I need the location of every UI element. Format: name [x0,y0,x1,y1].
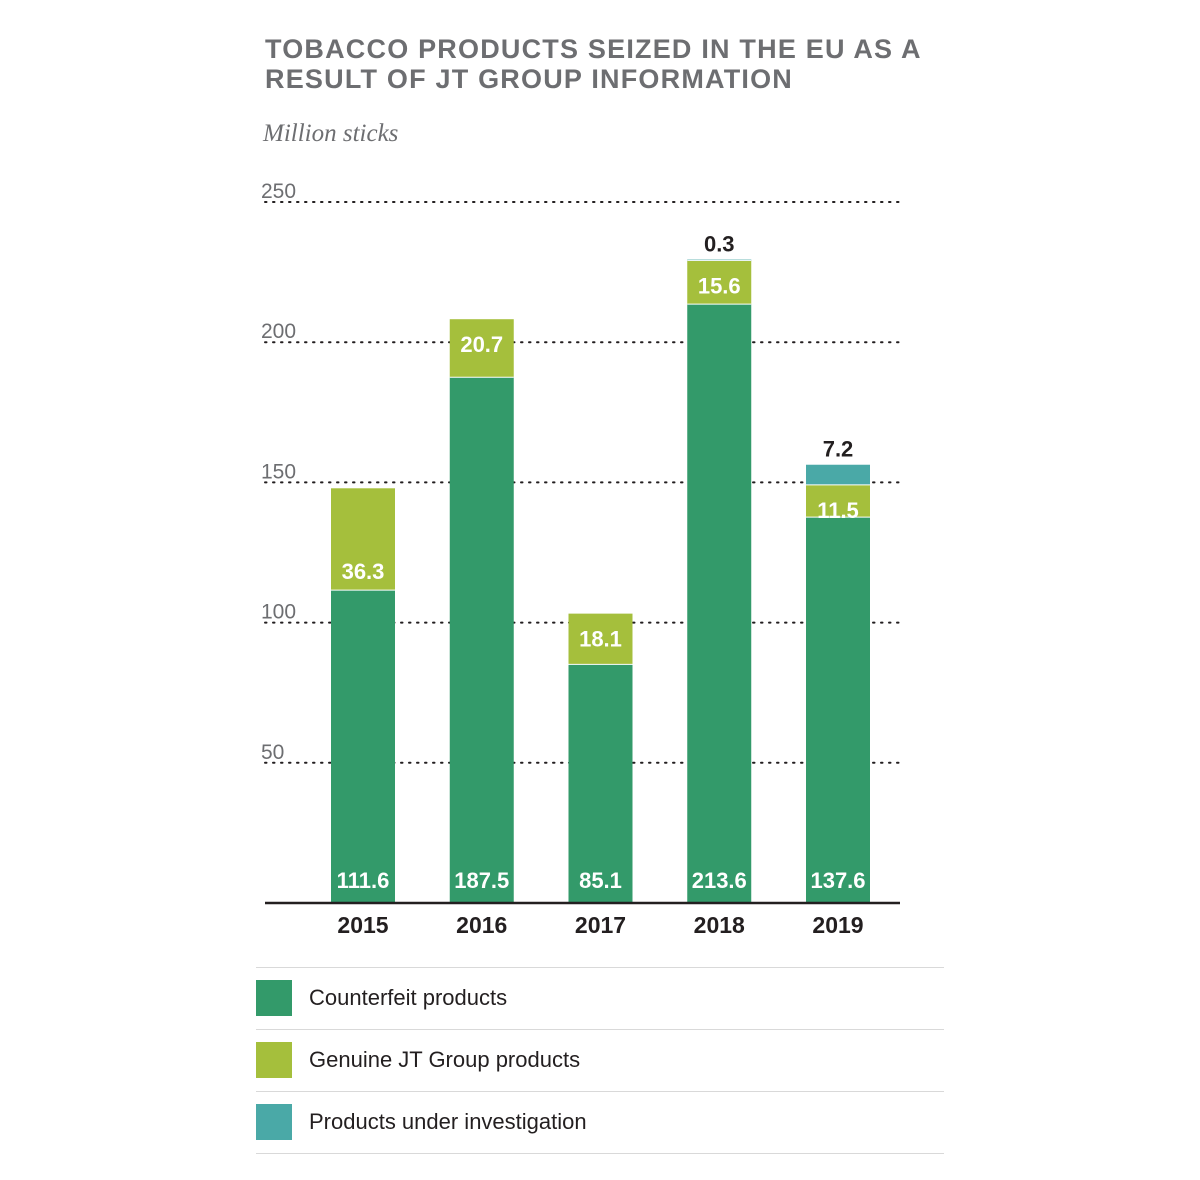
data-label-genuine-2019: 11.5 [817,498,859,523]
bars [331,259,870,903]
legend-item-genuine: Genuine JT Group products [256,1030,944,1092]
data-label-investigation-2018: 0.3 [704,231,735,256]
x-axis: 2015 2016 2017 2018 2019 [265,901,900,938]
legend-label-investigation: Products under investigation [309,1109,587,1134]
legend: Counterfeit products Genuine JT Group pr… [256,967,944,1154]
legend-swatch-investigation [256,1104,292,1140]
legend-swatch-counterfeit [256,980,292,1016]
data-label-genuine-2016: 20.7 [460,332,503,357]
bar-counterfeit-2016 [449,377,514,903]
bar-counterfeit-2017 [568,664,633,903]
y-axis-unit-label: Million sticks [263,120,399,147]
legend-item-investigation: Products under investigation [256,1092,944,1154]
y-tick-label-250: 250 [261,180,296,203]
legend-item-counterfeit: Counterfeit products [256,968,944,1030]
bar-genuine-2017 [568,613,633,665]
bar-genuine-2015 [331,488,395,591]
data-label-genuine-2018: 15.6 [698,273,741,298]
bar-genuine-2018 [687,260,752,305]
y-tick-label-150: 150 [261,460,296,483]
gridlines: 50 100 150 200 250 [261,180,901,764]
data-label-counterfeit-2017: 85.1 [579,868,622,893]
x-tick-label-2019: 2019 [812,912,863,938]
legend-label-genuine: Genuine JT Group products [309,1047,581,1072]
legend-label-counterfeit: Counterfeit products [309,985,508,1010]
x-tick-label-2018: 2018 [694,912,745,938]
x-tick-label-2017: 2017 [575,912,626,938]
x-tick-label-2015: 2015 [337,912,388,938]
data-label-genuine-2015: 36.3 [342,559,385,584]
bar-genuine-2019 [806,484,870,518]
data-label-counterfeit-2015: 111.6 [337,868,390,893]
stacked-bar-chart: 50 100 150 200 250 111.6 36.3 187.5 20.7 85.1 18.… [261,180,901,938]
data-label-counterfeit-2019: 137.6 [810,868,865,893]
bar-genuine-2016 [449,319,514,378]
data-label-genuine-2017: 18.1 [579,627,622,652]
data-label-investigation-2019: 7.2 [823,437,854,462]
y-tick-label-50: 50 [261,741,284,764]
y-tick-label-100: 100 [261,601,296,624]
legend-top-divider [256,967,944,968]
data-label-counterfeit-2018: 213.6 [692,868,747,893]
bar-counterfeit-2019 [806,517,870,903]
x-tick-label-2016: 2016 [456,912,507,938]
bar-counterfeit-2015 [331,590,395,903]
y-tick-label-200: 200 [261,320,296,343]
data-labels: 111.6 36.3 187.5 20.7 85.1 18.1 213.6 15.6 0.3 13… [337,231,866,893]
legend-swatch-genuine [256,1042,292,1078]
bar-investigation-2019 [806,464,870,485]
data-label-counterfeit-2016: 187.5 [454,868,509,893]
bar-counterfeit-2018 [687,304,752,903]
chart-title: TOBACCO PRODUCTS SEIZED IN THE EU AS A R… [265,34,921,94]
